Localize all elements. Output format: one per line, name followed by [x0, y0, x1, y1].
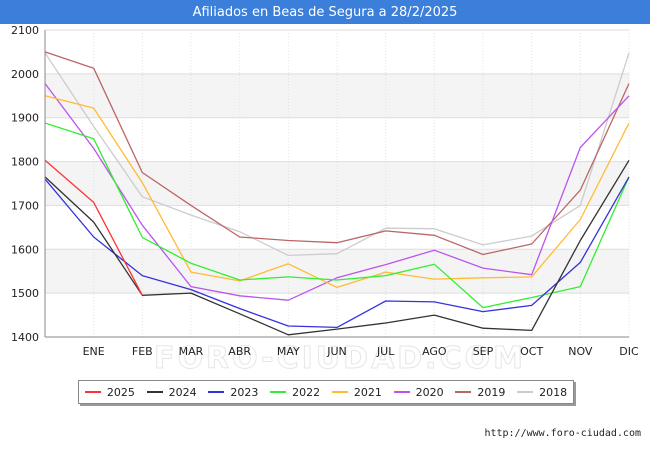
x-tick-label: DIC: [619, 345, 639, 358]
legend-item-2025: 2025: [84, 385, 135, 399]
x-tick-label: SEP: [473, 345, 494, 358]
legend-swatch: [393, 391, 410, 393]
source-url[interactable]: http://www.foro-ciudad.com: [484, 428, 641, 439]
y-tick-label: 2000: [11, 68, 39, 81]
y-tick-label: 1600: [11, 243, 39, 256]
legend-item-2019: 2019: [455, 386, 505, 399]
legend-item-2022: 2022: [270, 386, 320, 399]
x-tick-label: MAY: [277, 345, 300, 358]
chart-title: Afiliados en Beas de Segura a 28/2/2025: [192, 4, 458, 20]
watermark: FORO-CIUDAD.COM: [154, 341, 526, 376]
x-tick-labels: ENE FEB MAR ABR MAY JUN JUL AGO SEP OCT NOV DIC: [83, 345, 639, 358]
x-tick-label: MAR: [179, 345, 204, 358]
y-tick-label: 1500: [11, 287, 39, 300]
series-lines: [44, 51, 630, 336]
legend-swatch: [208, 391, 225, 393]
y-tick-label: 2100: [11, 24, 39, 37]
legend-swatch: [331, 391, 348, 393]
axes: [44, 30, 629, 338]
legend-label: 2022: [292, 385, 321, 399]
chart-title-bar: Afiliados en Beas de Segura a 28/2/2025: [0, 0, 650, 24]
x-tick-label: JUL: [376, 345, 395, 358]
legend-swatch: [146, 391, 163, 393]
series-line-2025: [44, 159, 143, 296]
series-line-2022: [44, 122, 630, 309]
legend-item-2021: 2021: [331, 385, 382, 399]
series-line-2020: [44, 83, 630, 301]
series-line-2018: [44, 52, 630, 257]
x-tick-label: ENE: [83, 345, 105, 358]
legend-label: 2025: [106, 385, 135, 399]
series-line-2023: [44, 176, 630, 329]
legend-label: 2023: [230, 385, 259, 399]
legend-swatch: [455, 391, 472, 393]
legend-swatch: [270, 391, 287, 393]
y-tick-label: 1700: [11, 199, 39, 212]
x-tick-label: NOV: [568, 345, 593, 358]
legend-item-2024: 2024: [146, 385, 197, 399]
y-tick-labels: 1400 1500 1600 1700 1800 1900 2000 2100: [11, 24, 39, 344]
legend: 2025 2024 2023 2022 2021 2020 2019 2018: [78, 380, 574, 404]
legend-label: 2018: [539, 385, 568, 399]
legend-item-2018: 2018: [517, 386, 567, 399]
line-chart: FORO-CIUDAD.COM 1400 1500 1600 1700 1800 1900…: [11, 24, 639, 377]
x-tick-label: OCT: [520, 345, 543, 358]
legend-label: 2020: [415, 385, 444, 399]
legend-swatch: [84, 391, 101, 393]
series-line-2021: [44, 95, 630, 289]
legend-label: 2024: [168, 385, 197, 399]
y-tick-label: 1400: [11, 331, 39, 344]
x-tick-label: AGO: [422, 345, 447, 358]
legend-label: 2019: [477, 385, 506, 399]
legend-item-2020: 2020: [393, 385, 444, 399]
x-tick-label: JUN: [326, 345, 347, 358]
x-tick-label: FEB: [132, 345, 153, 358]
x-tick-label: ABR: [228, 345, 251, 358]
y-tick-label: 1800: [11, 156, 39, 169]
series-line-2019: [44, 51, 630, 256]
y-tick-label: 1900: [11, 112, 39, 125]
legend-item-2023: 2023: [208, 386, 258, 399]
legend-label: 2021: [353, 385, 382, 399]
legend-swatch: [517, 391, 534, 393]
